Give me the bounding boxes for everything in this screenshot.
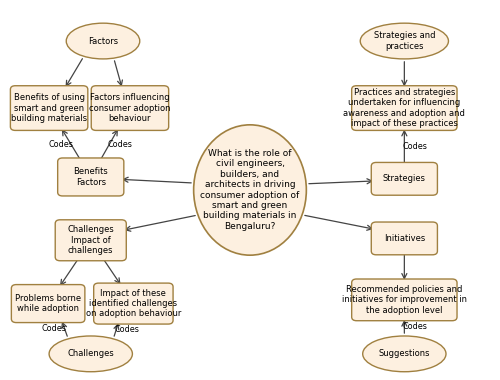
FancyBboxPatch shape xyxy=(58,158,124,196)
Text: Benefits
Factors: Benefits Factors xyxy=(74,167,108,187)
FancyBboxPatch shape xyxy=(55,220,127,261)
Text: What is the role of
civil engineers,
builders, and
architects in driving
consume: What is the role of civil engineers, bui… xyxy=(200,149,300,231)
Text: Challenges: Challenges xyxy=(68,349,114,358)
FancyBboxPatch shape xyxy=(372,222,438,255)
FancyBboxPatch shape xyxy=(352,279,457,321)
Ellipse shape xyxy=(194,125,306,255)
Text: Strategies and
practices: Strategies and practices xyxy=(374,31,435,51)
Ellipse shape xyxy=(66,23,140,59)
Text: Codes: Codes xyxy=(48,140,74,149)
Text: Initiatives: Initiatives xyxy=(384,234,425,243)
Text: Problems borne
while adoption: Problems borne while adoption xyxy=(15,294,81,313)
Text: Practices and strategies
undertaken for influencing
awareness and adoption and
i: Practices and strategies undertaken for … xyxy=(344,88,466,128)
FancyBboxPatch shape xyxy=(10,86,88,130)
FancyBboxPatch shape xyxy=(372,162,438,195)
Text: Impact of these
identified challenges
on adoption behaviour: Impact of these identified challenges on… xyxy=(86,289,181,318)
Text: Benefits of using
smart and green
building materials: Benefits of using smart and green buildi… xyxy=(11,93,87,123)
FancyBboxPatch shape xyxy=(352,86,457,130)
FancyBboxPatch shape xyxy=(12,285,85,323)
Ellipse shape xyxy=(362,336,446,372)
Text: Suggestions: Suggestions xyxy=(378,349,430,358)
Ellipse shape xyxy=(49,336,132,372)
Text: Codes: Codes xyxy=(42,325,66,333)
Text: Codes: Codes xyxy=(108,140,132,149)
Text: Challenges
Impact of
challenges: Challenges Impact of challenges xyxy=(68,225,114,255)
FancyBboxPatch shape xyxy=(94,283,173,324)
Ellipse shape xyxy=(360,23,448,59)
Text: Codes: Codes xyxy=(402,142,427,151)
Text: Recommended policies and
initiatives for improvement in
the adoption level: Recommended policies and initiatives for… xyxy=(342,285,467,315)
Text: Strategies: Strategies xyxy=(383,174,426,183)
Text: Factors: Factors xyxy=(88,36,118,46)
Text: Factors influencing
consumer adoption
behaviour: Factors influencing consumer adoption be… xyxy=(89,93,170,123)
Text: Codes: Codes xyxy=(114,325,140,334)
FancyBboxPatch shape xyxy=(91,86,168,130)
Text: Codes: Codes xyxy=(402,322,427,331)
